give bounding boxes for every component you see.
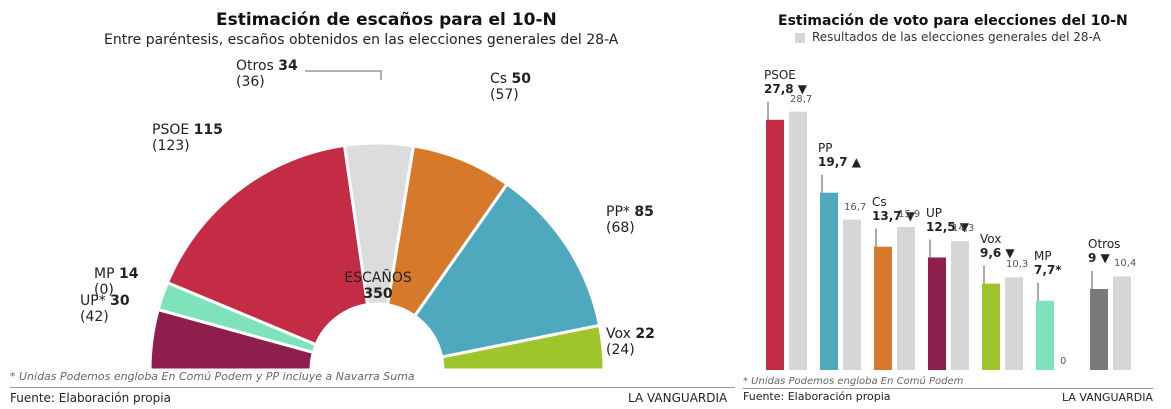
bar-value-label: 13,7 ▼ [872,208,916,223]
bar-previous-cs [897,226,915,370]
center-value: 350 [363,286,393,302]
hemicycle-chart [148,70,606,372]
slice-previous: (24) [606,342,635,358]
bar-value-label: 27,8 ▼ [764,81,808,96]
bar-category: Cs [872,194,887,209]
bar-label-otros: Otros 9 ▼ [1088,237,1120,265]
bar-category: Vox [980,231,1002,246]
bar-value-label: 19,7 ▲ [818,154,862,169]
hemicycle-center: ESCAÑOS 350 [318,270,438,302]
slice-previous: (36) [236,74,265,90]
left-source: Fuente: Elaboración propia [10,391,171,405]
bar-category: UP [926,205,943,220]
bar-label-psoe: PSOE 27,8 ▼ [764,68,807,96]
slice-seats: 30 [110,293,130,309]
bar-category: Otros [1088,237,1121,251]
slice-name: Cs [490,71,508,87]
slice-label-otros: Otros 34 (36) [236,58,298,90]
legend-swatch [795,33,805,43]
bar-previous-label: 28,7 [790,93,813,105]
right-chart-title: Estimación de voto para elecciones del 1… [778,13,1128,29]
center-label: ESCAÑOS [344,270,412,286]
bar-current-up [928,257,946,370]
hemicycle-slice-psoe [165,143,370,347]
slice-previous: (42) [80,309,109,325]
bar-value-label: 9,6 ▼ [980,245,1015,260]
bar-value-label: 12,5 ▼ [926,219,970,234]
hemicycle-slice-pp [412,181,602,359]
bar-previous-label: 16,7 [844,201,867,213]
bar-label-up: UP 12,5 ▼ [926,206,969,234]
slice-label-psoe: PSOE 115 (123) [152,122,223,154]
bar-previous-label: 0 [1060,356,1067,367]
slice-name: PP* [606,204,630,220]
bar-previous-label: 10,3 [1006,259,1029,271]
slice-label-up: UP* 30 (42) [80,293,130,325]
slice-previous: (57) [490,87,519,103]
hemicycle-slice-vox [439,323,606,372]
legend-label: Resultados de las elecciones generales d… [812,30,1101,44]
left-footnote: * Unidas Podemos engloba En Comú Podem y… [10,370,415,383]
bar-current-mp [1036,300,1054,370]
bar-label-pp: PP 19,7 ▲ [818,141,861,169]
bar-current-cs [874,246,892,370]
slice-name: Vox [606,326,631,342]
slice-previous: (68) [606,220,635,236]
slice-previous: (123) [152,138,190,154]
slice-seats: 85 [634,204,654,220]
bar-previous-psoe [789,111,807,370]
bar-previous-pp [843,219,861,370]
bar-value-label: 9 ▼ [1088,251,1110,265]
left-chart-title: Estimación de escaños para el 10-N [216,10,557,30]
bar-current-vox [982,283,1000,370]
right-footnote: * Unidas Podemos engloba En Comú Podem [743,376,964,387]
right-source: Fuente: Elaboración propia [743,390,891,403]
bar-current-psoe [766,119,784,370]
slice-name: PSOE [152,122,190,138]
right-brand: LA VANGUARDIA [1062,391,1153,404]
slice-name: MP [94,266,115,282]
bar-label-cs: Cs 13,7 ▼ [872,195,915,223]
left-brand: LA VANGUARDIA [628,391,728,405]
bar-previous-label: 14,3 [952,223,975,235]
slice-label-pp: PP* 85 (68) [606,204,654,236]
slice-label-vox: Vox 22 (24) [606,326,655,358]
bar-previous-vox [1005,277,1023,370]
vote-bar-chart [766,101,1131,370]
slice-seats: 115 [193,122,223,138]
slice-label-cs: Cs 50 (57) [490,71,531,103]
left-divider [10,387,735,388]
slice-name: UP* [80,293,106,309]
bar-previous-label: 10,4 [1114,258,1137,270]
right-divider [743,388,1153,389]
slice-seats: 22 [635,326,655,342]
slice-seats: 14 [118,266,139,282]
otros-leader-line [305,70,382,80]
slice-seats: 50 [511,71,532,87]
slice-name: Otros [236,58,274,74]
left-chart-subtitle: Entre paréntesis, escaños obtenidos en l… [104,32,619,48]
bar-previous-otros [1113,276,1131,370]
slice-seats: 34 [278,58,298,74]
bar-value-label: 7,7* [1034,262,1062,277]
bar-label-vox: Vox 9,6 ▼ [980,232,1015,260]
bar-previous-up [951,241,969,370]
bar-current-otros [1090,289,1108,370]
slice-previous: (0) [94,282,114,298]
bar-label-mp: MP 7,7* [1034,249,1062,277]
bar-category: MP [1034,248,1052,263]
bar-category: PSOE [764,67,796,82]
bar-previous-label: 15,9 [898,208,921,220]
bar-current-pp [820,192,838,370]
slice-label-mp: MP 14 (0) [94,266,138,298]
bar-category: PP [818,140,833,155]
